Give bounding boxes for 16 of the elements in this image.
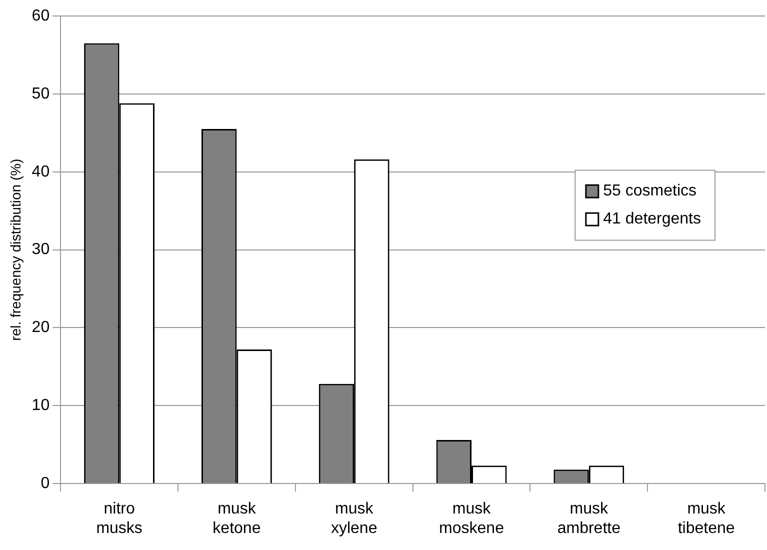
x-tick-label: musk moskene bbox=[439, 500, 504, 537]
x-tick-label: nitro musks bbox=[96, 500, 142, 537]
y-tick-label: 10 bbox=[32, 397, 50, 414]
x-tick-label: musk ketone bbox=[212, 500, 261, 537]
y-tick-label: 30 bbox=[32, 241, 50, 258]
y-tick-label: 20 bbox=[32, 319, 50, 336]
x-tick-label: musk xylene bbox=[330, 500, 378, 537]
x-tick-label: musk ambrette bbox=[557, 500, 621, 537]
y-tick-label: 40 bbox=[32, 163, 50, 180]
y-tick-label: 60 bbox=[32, 7, 50, 24]
legend-label: 41 detergents bbox=[603, 210, 702, 228]
legend-label: 55 cosmetics bbox=[603, 182, 697, 200]
y-tick-label: 50 bbox=[32, 85, 50, 102]
y-tick-label: 0 bbox=[40, 475, 50, 492]
y-axis-title: rel. frequency distribution (%) bbox=[7, 158, 24, 341]
x-tick-label: musk tibetene bbox=[678, 500, 735, 537]
